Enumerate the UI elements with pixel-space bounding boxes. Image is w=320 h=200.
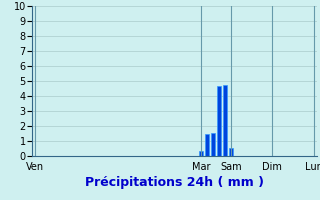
Bar: [229, 148, 233, 156]
Bar: [217, 86, 221, 156]
Bar: [223, 85, 227, 156]
Bar: [211, 133, 215, 156]
Bar: [199, 151, 203, 156]
Bar: [205, 134, 209, 156]
X-axis label: Précipitations 24h ( mm ): Précipitations 24h ( mm ): [85, 176, 264, 189]
